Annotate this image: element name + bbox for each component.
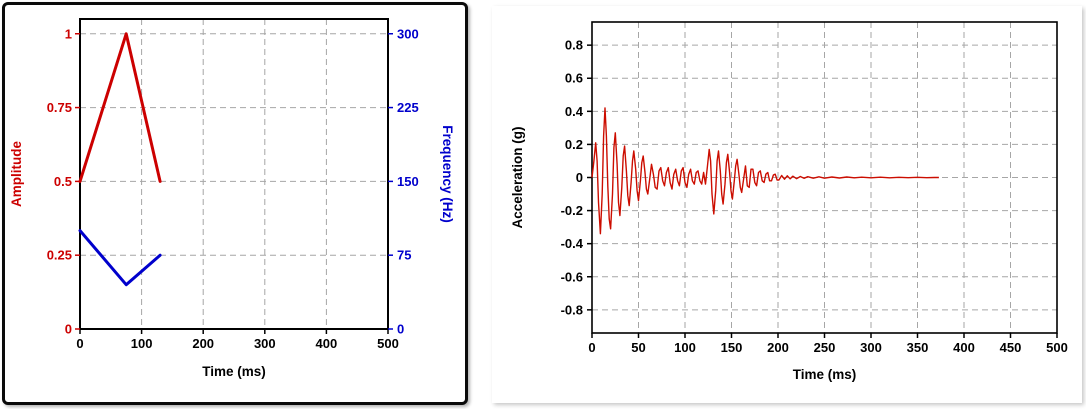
x-tick-label: 350 <box>907 340 929 355</box>
y-right-tick-label: 300 <box>397 26 419 41</box>
x-tick-label: 500 <box>1046 340 1068 355</box>
y-right-tick-label: 0 <box>397 322 404 337</box>
x-tick-label: 0 <box>76 336 83 351</box>
y-tick-label: 0.4 <box>565 104 584 119</box>
y-right-tick-label: 225 <box>397 100 419 115</box>
acceleration-response-panel: 0 50 100 150 200 250 300 350 400 450 500 -0.8 -0.6 -0… <box>492 6 1082 403</box>
x-tick-label: 300 <box>254 336 276 351</box>
x-axis-title: Time (ms) <box>793 367 857 382</box>
excitation-profile-panel: 0 100 200 300 400 500 0 0.25 0.5 0.75 1 0 75 150 225 30… <box>2 2 468 405</box>
frequency-series <box>78 229 162 287</box>
x-tick-label: 400 <box>316 336 338 351</box>
y-tick-label: -0.2 <box>561 203 583 218</box>
y-axis-title: Acceleration (g) <box>510 126 525 228</box>
y-tick-label: 0.8 <box>565 38 583 53</box>
amplitude-series <box>78 32 162 183</box>
y-tick-label: -0.4 <box>561 236 584 251</box>
x-tick-label: 50 <box>631 340 645 355</box>
x-tick-label: 0 <box>588 340 595 355</box>
x-tick-label: 100 <box>131 336 153 351</box>
plot-frame <box>79 18 389 330</box>
x-tick-label: 150 <box>721 340 743 355</box>
x-tick-label: 250 <box>814 340 836 355</box>
excitation-profile-chart: 0 100 200 300 400 50000.250.50.75107515022530… <box>9 18 455 379</box>
y-tick-label: 0 <box>576 170 583 185</box>
x-tick-label: 200 <box>767 340 789 355</box>
acceleration-response-chart: 0 50 100 150 200 250 300 350 400 450 500 -0.8 -0.6 -0… <box>510 21 1068 382</box>
x-tick-label: 500 <box>377 336 399 351</box>
y-left-tick-label: 0 <box>65 322 72 337</box>
y-left-tick-label: 0.75 <box>47 100 72 115</box>
y-right-tick-label: 150 <box>397 174 419 189</box>
x-tick-label: 100 <box>674 340 696 355</box>
left-axis-title: Amplitude <box>9 141 24 207</box>
y-tick-label: -0.6 <box>561 269 583 284</box>
x-tick-label: 300 <box>860 340 882 355</box>
acceleration-series <box>591 107 939 235</box>
x-axis-title: Time (ms) <box>202 364 266 379</box>
x-tick-label: 450 <box>1000 340 1022 355</box>
right-axis-title: Frequency (Hz) <box>440 125 455 223</box>
y-tick-label: -0.8 <box>561 302 583 317</box>
y-left-tick-label: 0.5 <box>54 174 72 189</box>
y-left-tick-label: 1 <box>65 26 72 41</box>
x-tick-label: 200 <box>192 336 214 351</box>
y-tick-label: 0.2 <box>565 137 583 152</box>
x-tick-label: 400 <box>953 340 975 355</box>
y-right-tick-label: 75 <box>397 248 411 263</box>
y-tick-label: 0.6 <box>565 71 583 86</box>
y-left-tick-label: 0.25 <box>47 248 72 263</box>
